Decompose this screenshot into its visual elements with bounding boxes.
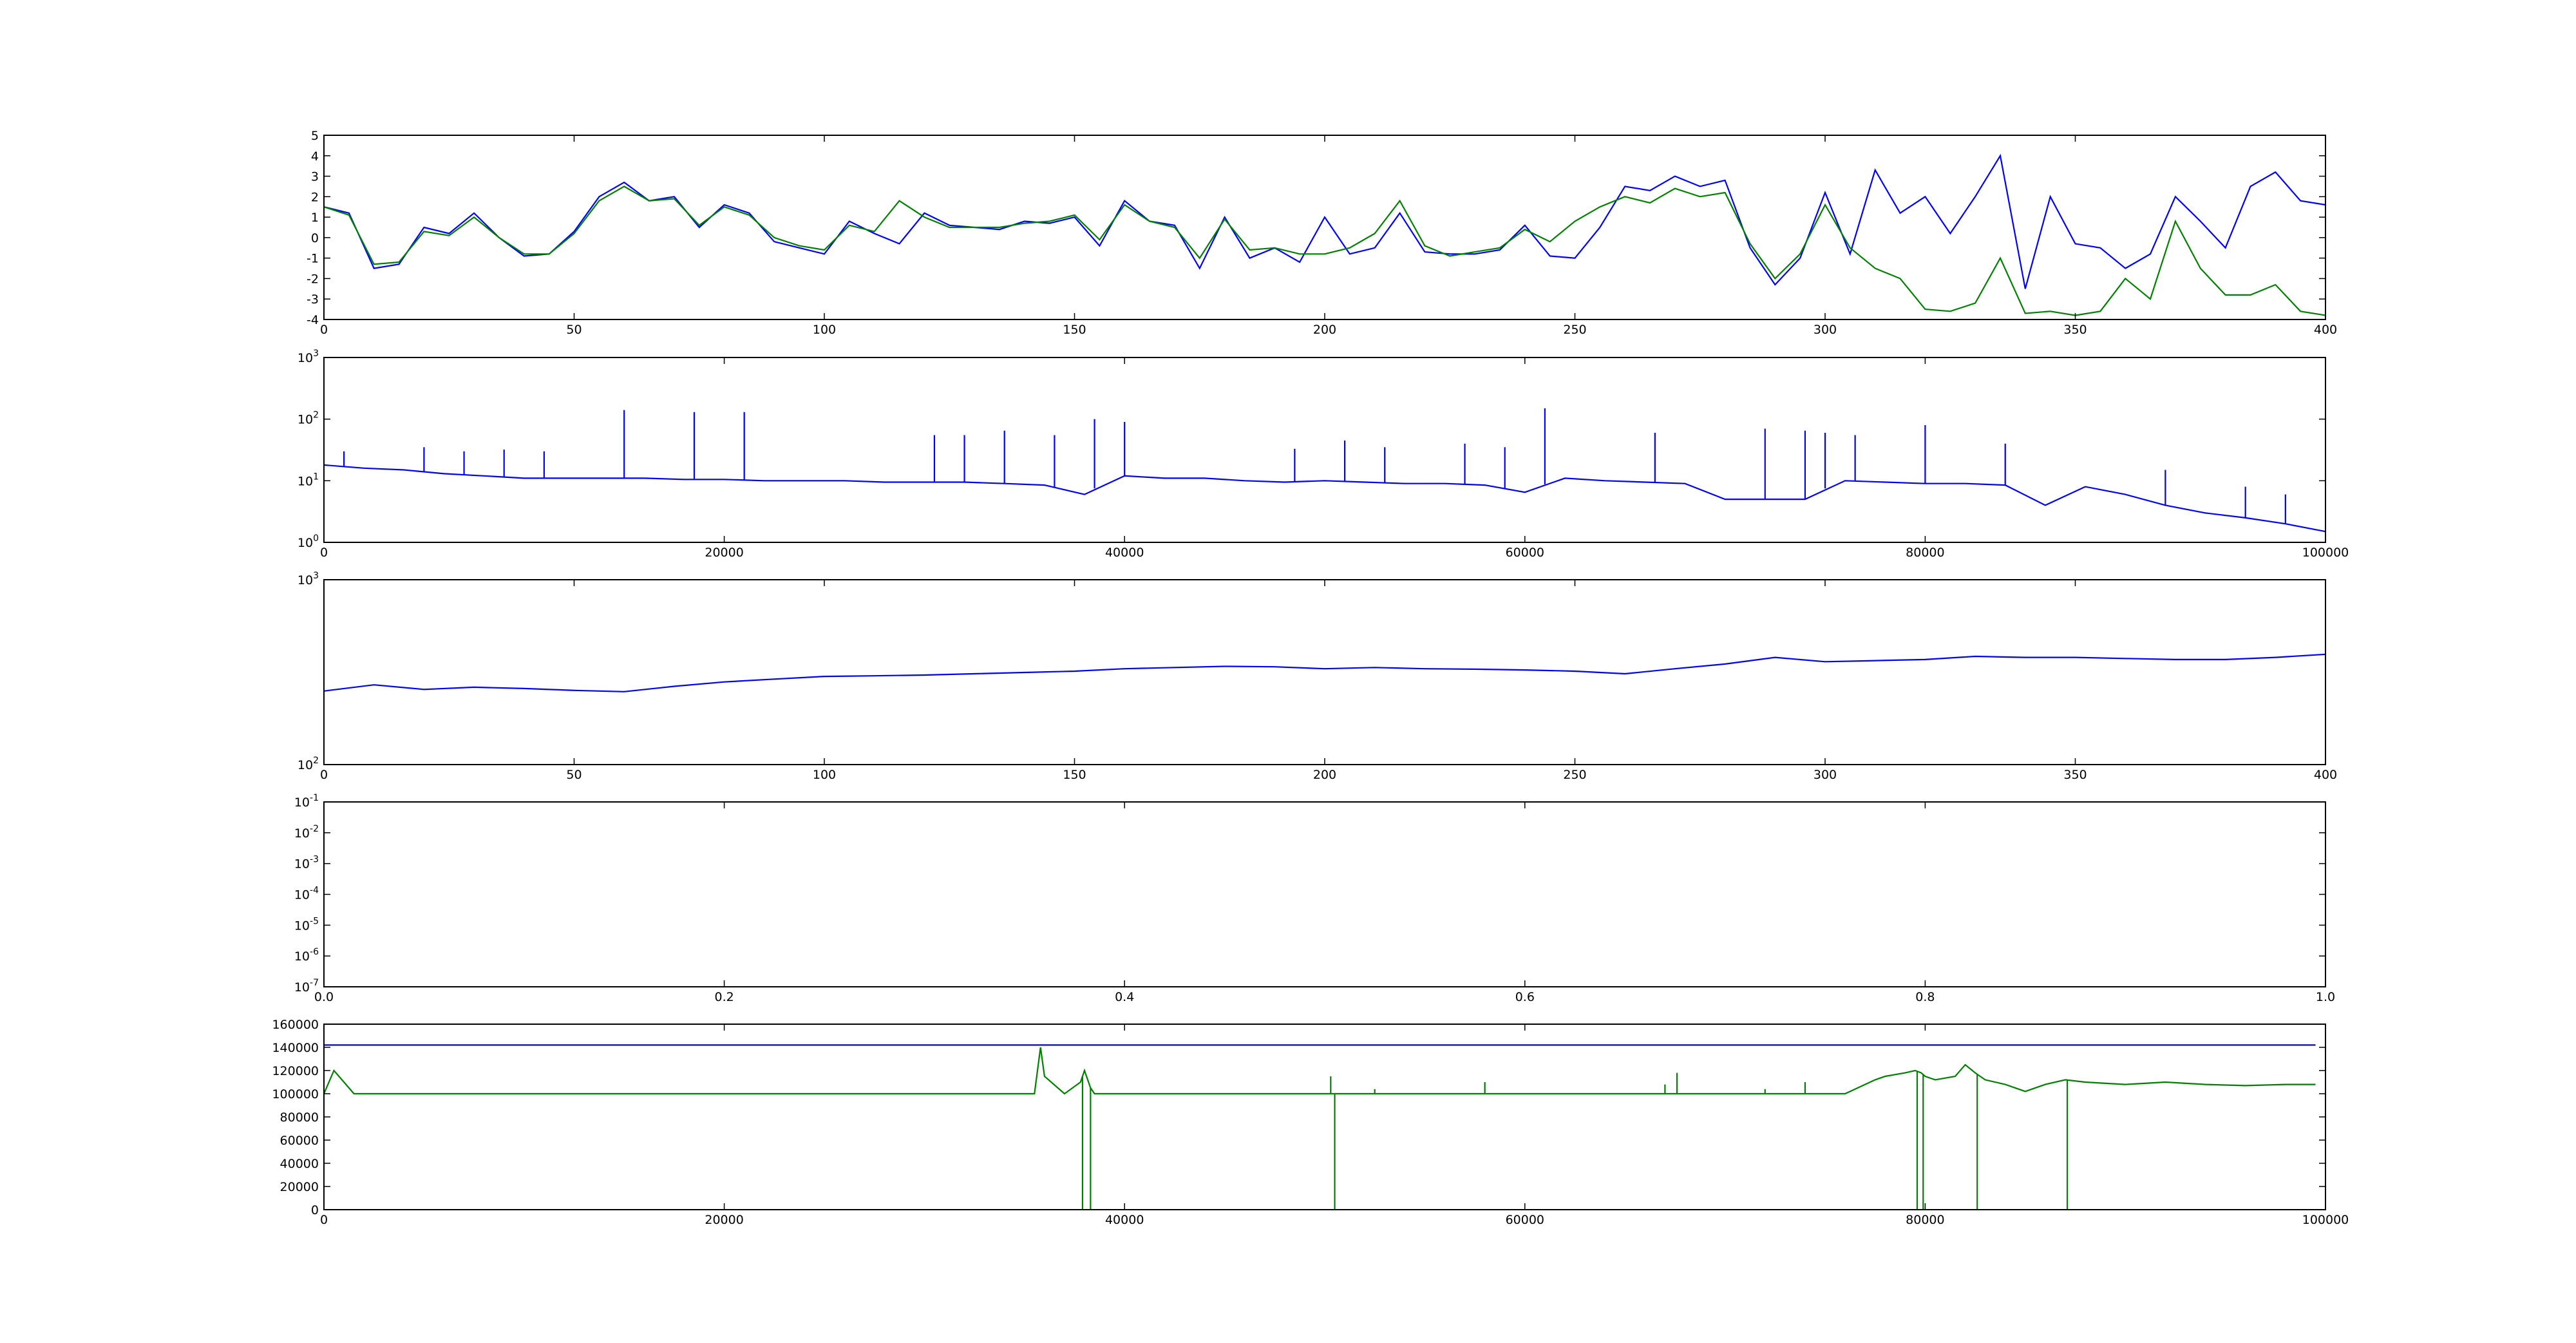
series-line-2-1 [323,464,2326,533]
x-tick-label: 20000 [705,546,743,560]
y-tick-label: 10-5 [294,916,319,933]
x-tick-label: 1.0 [2316,990,2335,1004]
x-tick-label: 40000 [1105,1213,1144,1227]
y-tick-label: 102 [298,756,319,772]
y-tick-label: 103 [298,348,319,365]
x-tick-label: 80000 [1906,1213,1944,1227]
x-tick-label: 0.2 [714,990,734,1004]
x-tick-label: 50 [566,323,582,337]
y-tick-label: 103 [298,571,319,587]
x-tick-label: 0.4 [1115,990,1134,1004]
x-tick-label: 0 [320,546,328,560]
y-tick-label: 3 [311,170,319,184]
series-line-5-2 [323,1047,2316,1095]
x-tick-label: 100 [813,768,836,782]
y-tick-label: -1 [307,252,319,266]
x-tick-label: 0.6 [1515,990,1535,1004]
x-tick-label: 300 [1814,323,1837,337]
y-tick-label: -4 [307,313,319,327]
y-tick-label: 60000 [280,1134,319,1148]
chart-panel-4: 0.0 0.2 0.4 0.6 0.8 1.010-710-610-510-410-310… [294,793,2335,1004]
x-tick-label: 200 [1313,323,1336,337]
y-tick-label: 0 [311,1203,319,1217]
x-tick-label: 250 [1563,323,1586,337]
y-tick-label: 2 [311,190,319,204]
x-tick-label: 0 [320,768,328,782]
x-tick-label: 20000 [705,1213,743,1227]
x-tick-label: 100000 [2302,1213,2349,1227]
x-tick-label: 0.0 [314,990,334,1004]
axes-frame [323,357,2326,543]
chart-panel-5: 0 20000 40000 60000 80000 100000 0 20000 40000 60… [272,1018,2349,1227]
y-tick-label: 101 [298,471,319,488]
y-tick-label: 4 [311,149,319,164]
axes-frame [323,801,2326,987]
y-tick-label: 10-2 [294,824,319,841]
x-tick-label: 200 [1313,768,1336,782]
y-tick-label: 10-1 [294,793,319,810]
x-tick-label: 100 [813,323,836,337]
axes-frame [323,135,2326,320]
y-tick-label: 0 [311,231,319,245]
x-tick-label: 60000 [1506,546,1544,560]
x-tick-label: 50 [566,768,582,782]
axes-frame [323,579,2326,765]
chart-panel-1: 0 50 100 150 200 250 300 350 400 -4 -3 -2 -1 0 1 2 3 4 5 [307,129,2337,337]
x-tick-label: 80000 [1906,546,1944,560]
x-tick-label: 0.8 [1915,990,1935,1004]
x-tick-label: 100000 [2302,546,2349,560]
chart-panel-2: 0 20000 40000 60000 80000 100000 100 101 102 103 [298,348,2349,560]
x-tick-label: 350 [2063,768,2087,782]
y-tick-label: 5 [311,129,319,143]
y-tick-label: 100000 [272,1087,319,1101]
y-tick-label: 10-6 [294,947,319,964]
x-tick-label: 250 [1563,768,1586,782]
y-tick-label: 80000 [280,1110,319,1125]
series-line-1-1 [323,153,2326,289]
x-tick-label: 0 [320,323,328,337]
series-line-1-2 [323,186,2326,316]
x-tick-label: 40000 [1105,546,1144,560]
chart-panel-3: 0 50 100 150 200 250 300 350 400 102 103 [298,571,2337,782]
y-tick-label: 40000 [280,1157,319,1171]
y-tick-label: 10-3 [294,855,319,872]
y-tick-label: 102 [298,410,319,427]
x-tick-label: 150 [1063,323,1086,337]
y-tick-label: 120000 [272,1064,319,1078]
x-tick-label: 0 [320,1213,328,1227]
x-tick-label: 60000 [1506,1213,1544,1227]
y-tick-label: 140000 [272,1041,319,1055]
y-tick-label: 1 [311,211,319,225]
x-tick-label: 300 [1814,768,1837,782]
y-tick-label: 10-4 [294,886,319,902]
x-tick-label: 350 [2063,323,2087,337]
y-tick-label: 20000 [280,1180,319,1194]
x-tick-label: 400 [2314,323,2337,337]
y-tick-label: -2 [307,272,319,286]
axes-frame [323,1024,2326,1210]
series-line-3-1 [323,653,2326,692]
y-tick-label: 100 [298,533,319,550]
y-tick-label: 160000 [272,1018,319,1032]
x-tick-label: 400 [2314,768,2337,782]
x-tick-label: 150 [1063,768,1086,782]
y-tick-label: -3 [307,292,319,307]
